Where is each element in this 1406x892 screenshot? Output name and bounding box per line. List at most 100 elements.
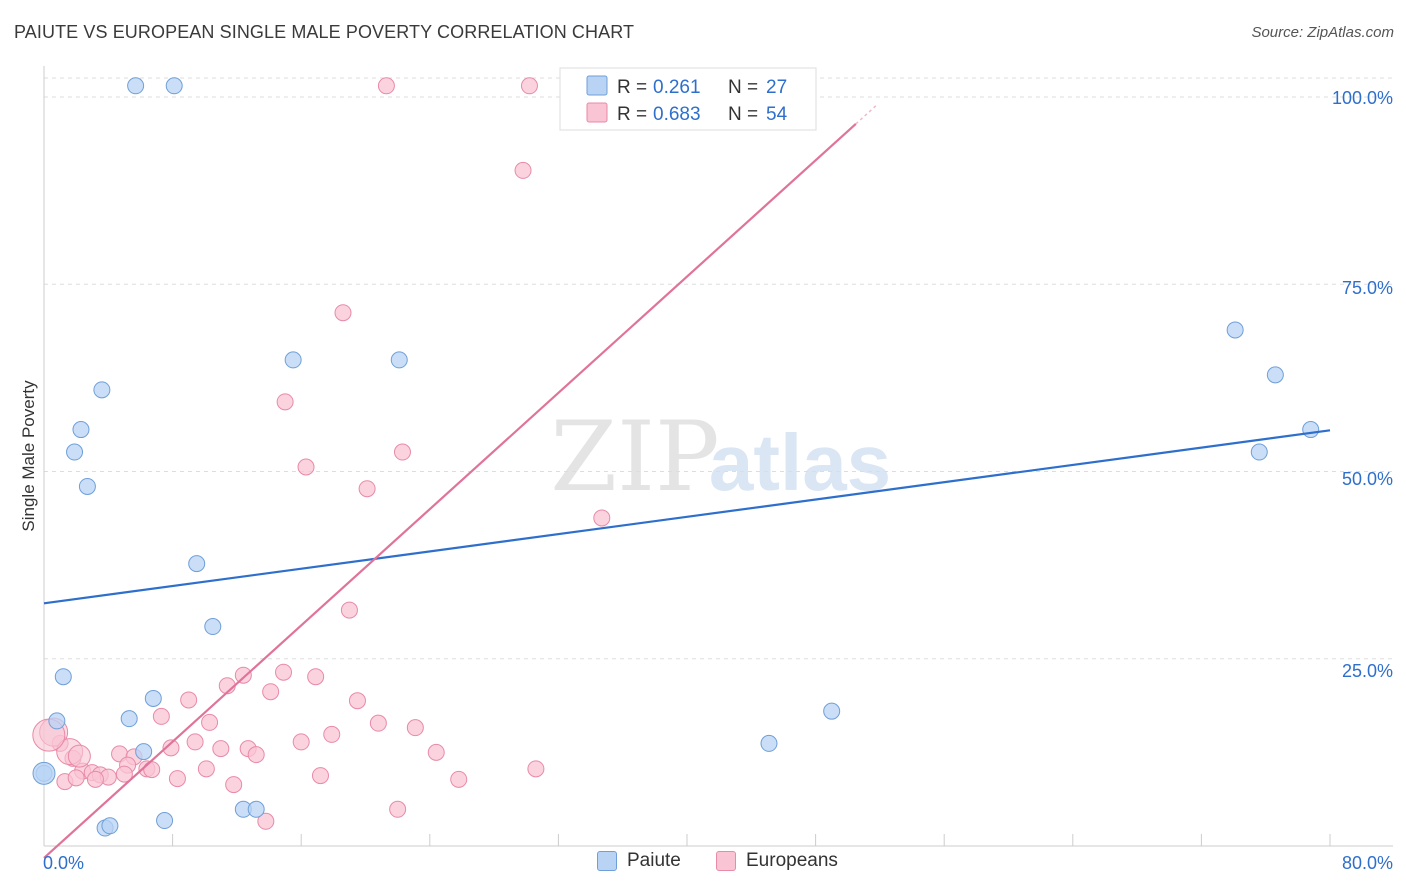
- legend-r-value-paiute: 0.261: [653, 77, 701, 98]
- legend-label-europeans: Europeans: [746, 850, 838, 871]
- europeans-point-19: [152, 707, 170, 725]
- paiute-point-11: [48, 712, 66, 730]
- europeans-point-43: [197, 760, 215, 778]
- paiute-point-4: [66, 443, 84, 461]
- paiute-point-2: [93, 381, 111, 399]
- paiute-points: [32, 77, 1320, 837]
- paiute-point-9: [204, 618, 222, 636]
- paiute-point-0: [127, 77, 145, 95]
- europeans-point-10: [593, 509, 611, 527]
- tick-labels: 25.0% 50.0% 75.0% 100.0% 0.0% 80.0%: [43, 88, 1393, 873]
- chart-title: PAIUTE VS EUROPEAN SINGLE MALE POVERTY C…: [14, 22, 635, 42]
- europeans-point-32: [67, 769, 85, 787]
- legend-n-value-paiute: 27: [766, 77, 787, 98]
- legend-n-value-europeans: 54: [766, 104, 788, 125]
- europeans-point-47: [450, 770, 468, 788]
- europeans-point-42: [427, 743, 445, 761]
- watermark-atlas: atlas: [709, 418, 891, 507]
- europeans-point-39: [247, 746, 265, 764]
- paiute-point-3: [72, 421, 90, 439]
- europeans-point-18: [180, 691, 198, 709]
- europeans-point-44: [168, 770, 186, 788]
- europeans-point-16: [262, 683, 280, 701]
- legend-swatch-europeans-bottom: [716, 851, 736, 871]
- paiute-point-7: [390, 351, 408, 369]
- paiute-trend-line: [43, 429, 1331, 605]
- europeans-point-17: [348, 692, 366, 710]
- europeans-trend-line: [43, 123, 857, 859]
- source-label: Source: ZipAtlas.com: [1251, 24, 1394, 41]
- europeans-point-20: [201, 713, 219, 731]
- legend-swatch-paiute-bottom: [597, 851, 617, 871]
- paiute-point-8: [188, 555, 206, 573]
- europeans-point-46: [311, 767, 329, 785]
- paiute-point-20: [247, 800, 265, 818]
- trend-lines: [43, 104, 1331, 859]
- europeans-point-1: [520, 77, 538, 95]
- europeans-point-6: [276, 393, 294, 411]
- europeans-point-8: [393, 443, 411, 461]
- legend-swatch-europeans: [586, 102, 608, 123]
- europeans-point-53: [86, 770, 104, 788]
- legend-top: R = 0.261 N = 27 R = 0.683 N = 54: [559, 67, 817, 131]
- legend-r-value-europeans: 0.683: [653, 104, 701, 125]
- paiute-point-21: [760, 734, 778, 752]
- paiute-point-17: [101, 817, 119, 835]
- europeans-point-36: [186, 733, 204, 751]
- europeans-point-7: [297, 458, 315, 476]
- paiute-point-26: [1302, 421, 1320, 439]
- watermark-zip: ZIP: [550, 401, 719, 513]
- legend-bottom: Paiute Europeans: [0, 850, 1406, 880]
- paiute-point-6: [284, 351, 302, 369]
- europeans-point-4: [514, 161, 532, 179]
- europeans-point-45: [225, 776, 243, 794]
- paiute-point-23: [1226, 321, 1244, 339]
- paiute-point-10: [54, 668, 72, 686]
- europeans-point-41: [323, 725, 341, 743]
- europeans-point-11: [340, 601, 358, 619]
- europeans-point-51: [143, 761, 161, 779]
- y-tick-label-75: 75.0%: [1342, 278, 1393, 298]
- legend-n-label-europeans: N =: [728, 104, 758, 125]
- legend-n-label-paiute: N =: [728, 77, 758, 98]
- europeans-point-49: [389, 800, 407, 818]
- legend-swatch-paiute: [586, 75, 608, 96]
- legend-r-label-paiute: R =: [617, 77, 647, 98]
- europeans-point-50: [257, 812, 275, 830]
- europeans-point-0: [377, 77, 395, 95]
- europeans-point-40: [292, 733, 310, 751]
- paiute-point-24: [1266, 366, 1284, 384]
- y-axis-label: Single Male Poverty: [19, 380, 38, 532]
- europeans-point-21: [369, 714, 387, 732]
- europeans-trend-extension: [855, 104, 878, 125]
- europeans-point-12: [234, 666, 252, 684]
- x-tick-label-max: 80.0%: [1342, 853, 1393, 873]
- paiute-point-15: [135, 743, 153, 761]
- paiute-cluster-point: [32, 761, 56, 785]
- europeans-point-14: [307, 668, 325, 686]
- y-tick-label-50: 50.0%: [1342, 469, 1393, 489]
- europeans-cluster-point-2: [67, 744, 91, 768]
- europeans-point-5: [334, 304, 352, 322]
- y-tick-label-100: 100.0%: [1332, 88, 1393, 108]
- paiute-point-5: [78, 477, 96, 495]
- europeans-point-35: [162, 739, 180, 757]
- x-tick-label-min: 0.0%: [43, 853, 84, 873]
- legend-item-paiute[interactable]: Paiute: [597, 850, 681, 872]
- europeans-point-13: [275, 663, 293, 681]
- legend-r-label-europeans: R =: [617, 104, 647, 125]
- paiute-point-18: [156, 812, 174, 830]
- paiute-point-22: [823, 702, 841, 720]
- legend-label-paiute: Paiute: [627, 850, 681, 871]
- watermark: ZIP atlas: [550, 401, 891, 513]
- europeans-point-48: [527, 760, 545, 778]
- europeans-point-22: [406, 719, 424, 737]
- grid: [44, 77, 1393, 660]
- paiute-point-12: [120, 710, 138, 728]
- legend-item-europeans[interactable]: Europeans: [716, 850, 838, 872]
- y-tick-label-25: 25.0%: [1342, 661, 1393, 681]
- europeans-point-52: [115, 765, 133, 783]
- axes: [43, 66, 1393, 847]
- europeans-point-9: [358, 480, 376, 498]
